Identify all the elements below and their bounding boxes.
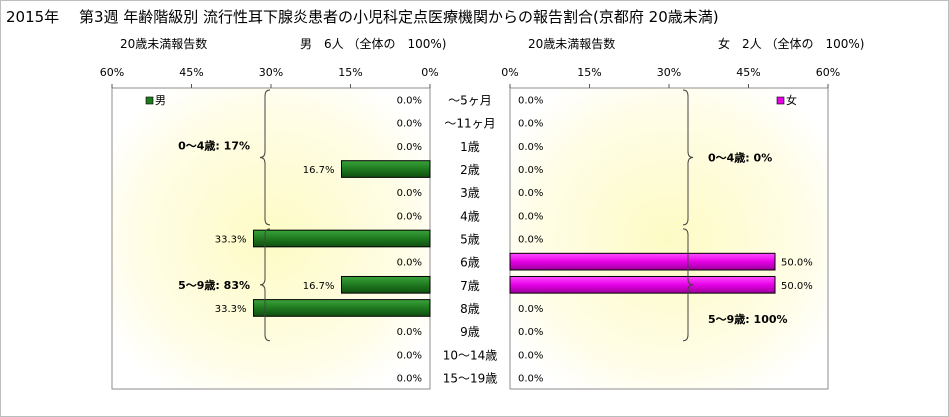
left-summary: 男 6人 （全体の 100%) [300, 37, 447, 51]
female-bracket-label: 5～9歳: 100% [708, 312, 788, 326]
female-axis-tick-label: 60% [816, 66, 840, 79]
female-legend-swatch [776, 96, 785, 105]
female-data-label: 0.0% [518, 96, 543, 107]
female-data-label: 0.0% [518, 188, 543, 199]
category-label: 9歳 [460, 325, 480, 339]
female-data-label: 50.0% [781, 258, 813, 269]
male-data-label: 0.0% [397, 327, 422, 338]
male-age-bracket [259, 228, 271, 342]
male-bar[interactable] [253, 299, 431, 317]
category-label: 6歳 [460, 256, 480, 270]
female-age-bracket [682, 228, 694, 342]
female-bracket-label: 0～4歳: 0% [708, 150, 772, 164]
male-data-label: 33.3% [215, 235, 247, 246]
male-data-label: 0.0% [397, 188, 422, 199]
male-data-label: 0.0% [397, 350, 422, 361]
category-label: 15～19歳 [443, 371, 498, 385]
male-bar[interactable] [340, 275, 431, 294]
category-label: 1歳 [460, 140, 480, 154]
male-age-bracket [259, 89, 271, 226]
female-data-label: 0.0% [518, 327, 543, 338]
male-bar[interactable] [340, 160, 431, 178]
male-data-label: 16.7% [303, 165, 335, 176]
male-bracket-label: 5～9歳: 83% [178, 278, 250, 292]
female-data-label: 0.0% [518, 142, 543, 153]
female-data-label: 0.0% [518, 304, 543, 315]
category-label: 7歳 [460, 279, 480, 293]
male-bracket-label: 0～4歳: 17% [178, 138, 250, 152]
category-label: 3歳 [460, 186, 480, 200]
female-age-bracket [682, 89, 694, 226]
male-bar[interactable] [253, 229, 431, 248]
male-legend-label: 男 [155, 94, 166, 107]
right-summary: 女 2人 （全体の 100%) [718, 37, 865, 51]
female-axis-tick-label: 0% [501, 66, 518, 79]
male-axis-tick-label: 60% [100, 66, 124, 79]
female-axis-tick-label: 30% [657, 66, 681, 79]
male-legend-swatch [145, 96, 154, 105]
category-label: 8歳 [460, 302, 480, 316]
female-plot-area [509, 87, 829, 390]
category-label: 2歳 [460, 163, 480, 177]
category-label: 4歳 [460, 209, 480, 223]
male-data-label: 0.0% [397, 119, 422, 130]
category-label: ～11ヶ月 [444, 117, 495, 131]
female-data-label: 0.0% [518, 119, 543, 130]
male-axis-tick-label: 15% [338, 66, 362, 79]
male-axis-tick-label: 45% [179, 66, 203, 79]
male-axis-tick-label: 30% [259, 66, 283, 79]
category-label: 10～14歳 [443, 348, 498, 362]
male-data-label: 16.7% [303, 281, 335, 292]
female-bar[interactable] [509, 275, 776, 294]
male-data-label: 0.0% [397, 142, 422, 153]
male-data-label: 0.0% [397, 258, 422, 269]
female-data-label: 0.0% [518, 235, 543, 246]
left-caption: 20歳未満報告数 [120, 37, 208, 51]
chart-title: 2015年 第3週 年齢階級別 流行性耳下腺炎患者の小児科定点医療機関からの報告… [6, 8, 719, 26]
female-axis-tick-label: 45% [736, 66, 760, 79]
male-data-label: 0.0% [397, 373, 422, 384]
male-data-label: 33.3% [215, 304, 247, 315]
female-data-label: 0.0% [518, 211, 543, 222]
category-label: 5歳 [460, 233, 480, 247]
male-axis-tick-label: 0% [421, 66, 438, 79]
female-data-label: 50.0% [781, 281, 813, 292]
male-data-label: 0.0% [397, 211, 422, 222]
female-axis-tick-label: 15% [577, 66, 601, 79]
female-data-label: 0.0% [518, 350, 543, 361]
right-caption: 20歳未満報告数 [528, 37, 616, 51]
male-data-label: 0.0% [397, 96, 422, 107]
category-label: ～5ヶ月 [448, 94, 492, 108]
female-data-label: 0.0% [518, 373, 543, 384]
female-bar[interactable] [509, 252, 776, 271]
female-legend-label: 女 [786, 93, 797, 107]
female-data-label: 0.0% [518, 165, 543, 176]
